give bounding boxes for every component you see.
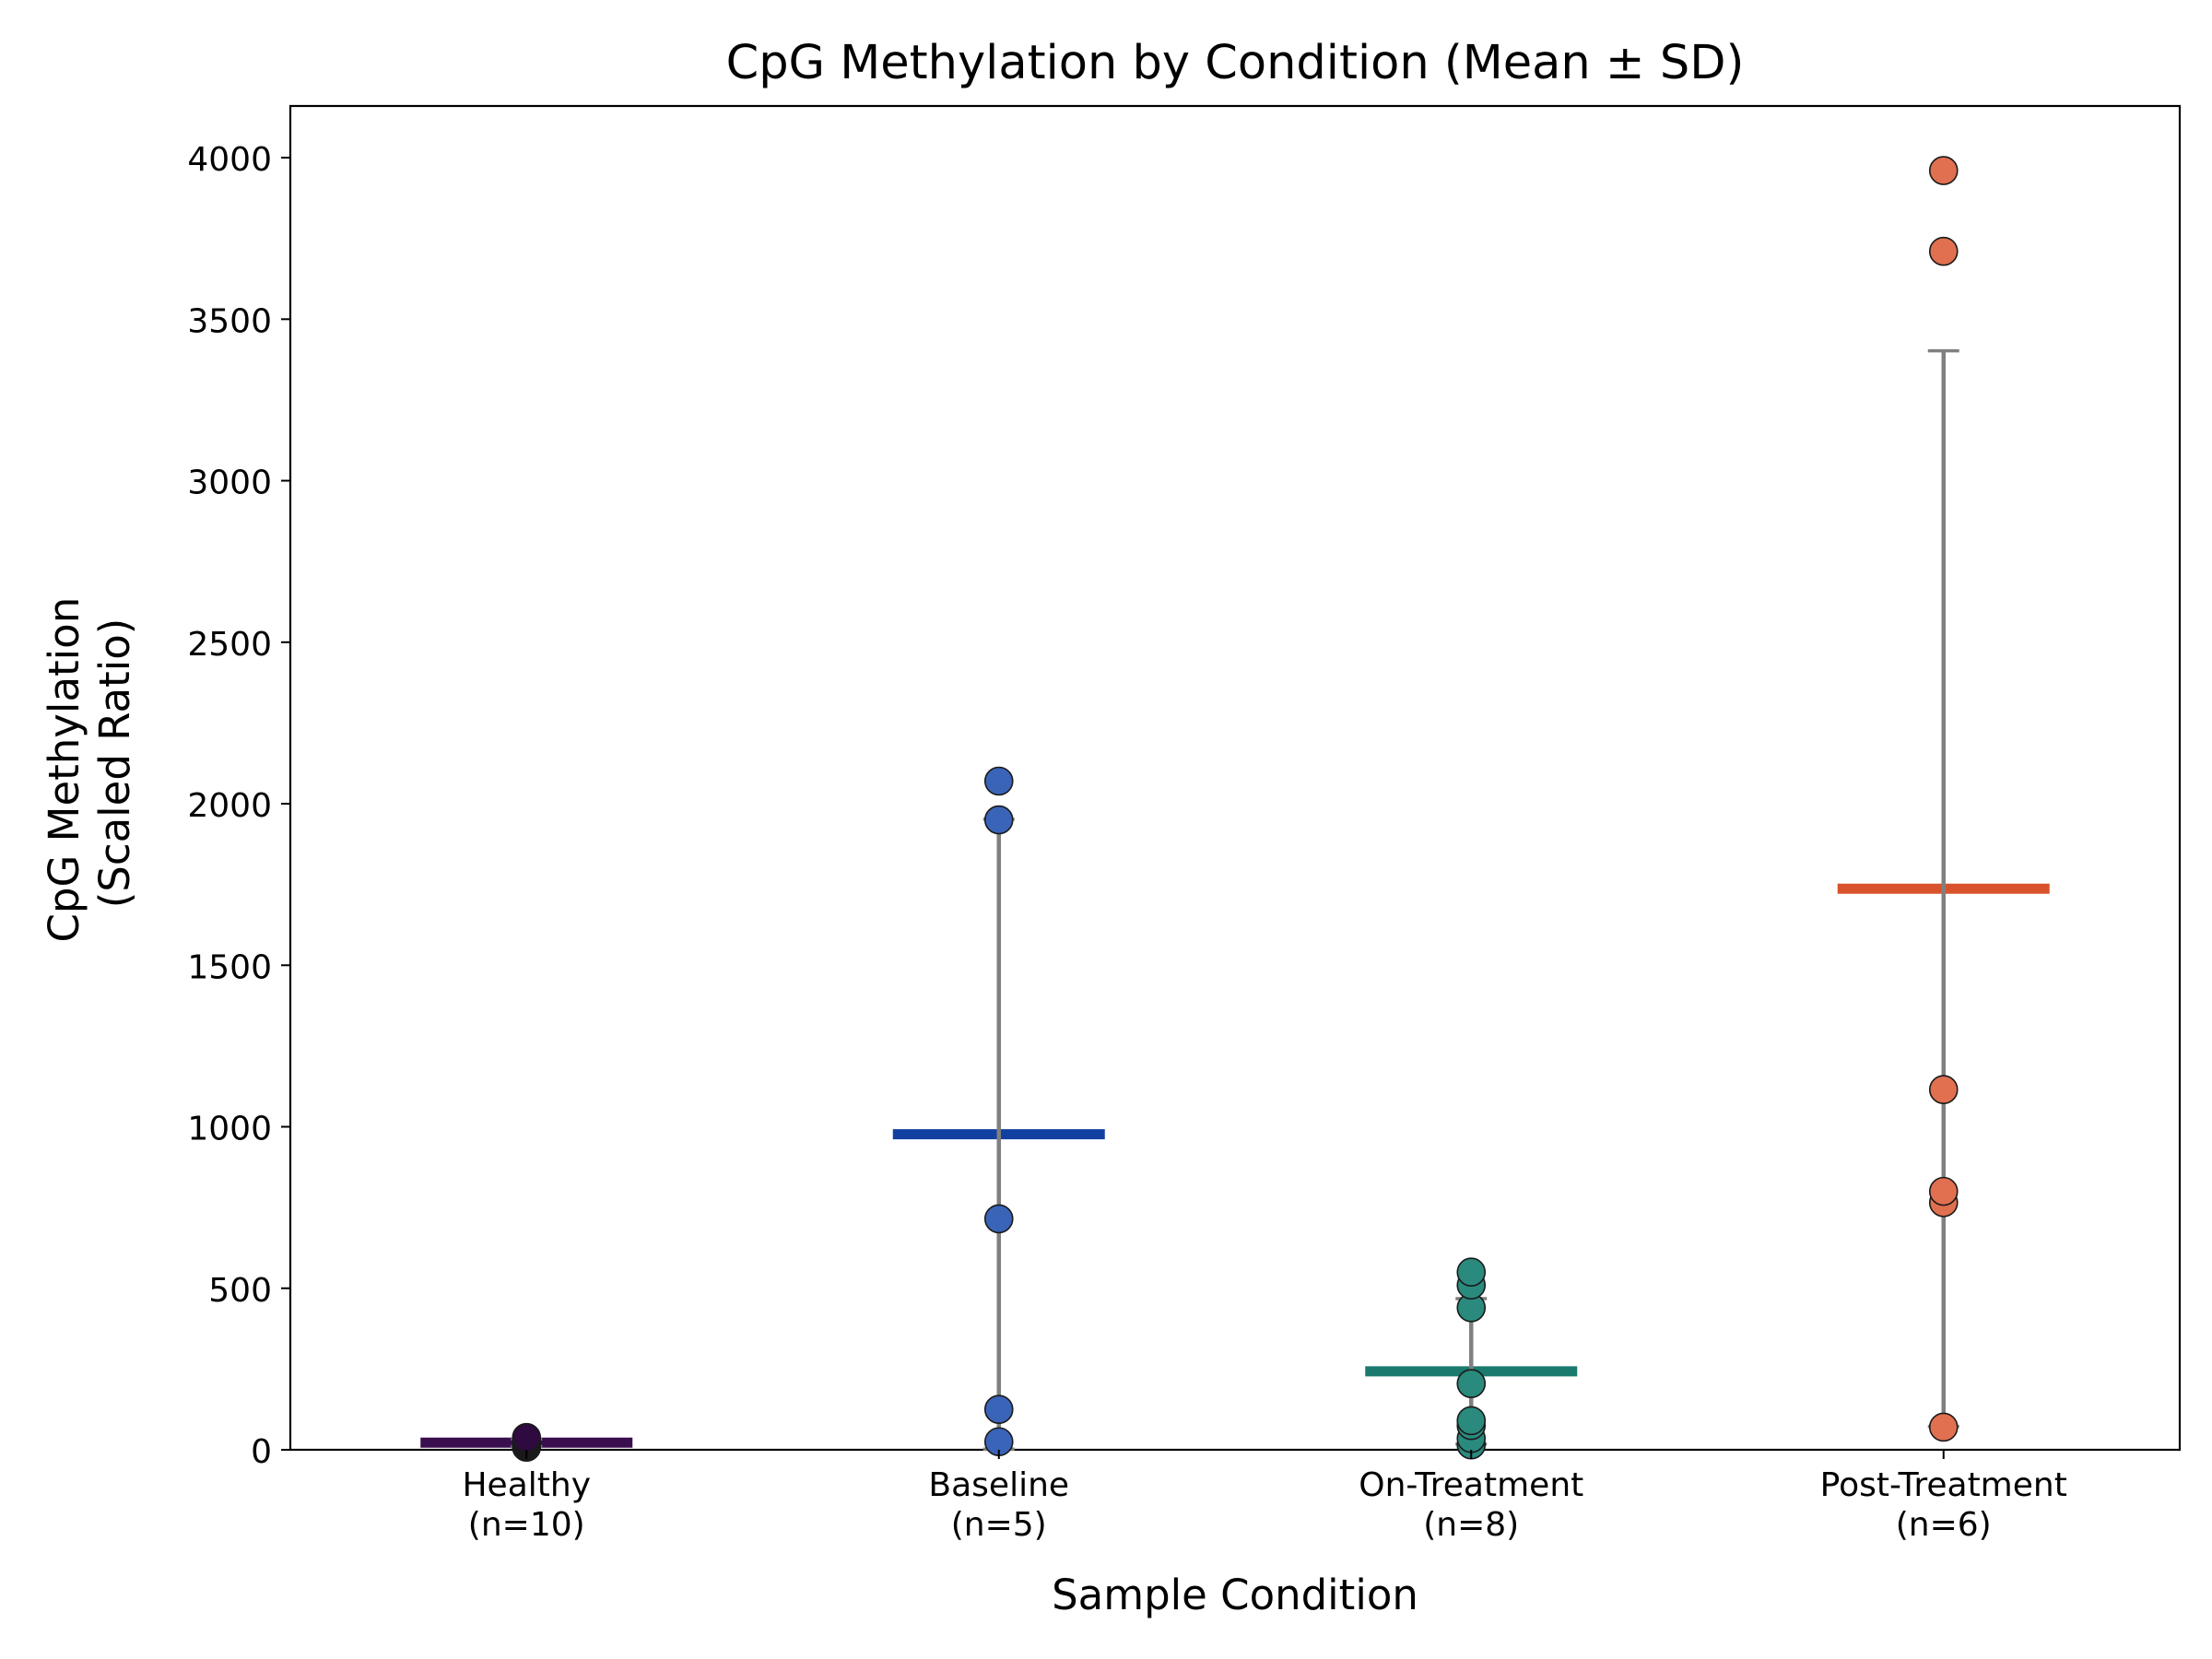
- x-tick-label-line-2: (n=10): [468, 1506, 585, 1544]
- x-tick-label-baseline: Baseline (n=5): [928, 1466, 1069, 1544]
- y-tick-label-3: 1500: [187, 948, 272, 986]
- x-axis-label: Sample Condition: [1052, 1571, 1418, 1619]
- x-tick-label-post-treatment: Post-Treatment (n=6): [1820, 1466, 2067, 1544]
- data-point-healthy-9: [512, 1422, 542, 1453]
- y-axis: 0 500 1000 1500 2000 2500 3000 3500 4000: [187, 141, 290, 1471]
- y-tick-label-0: 0: [251, 1433, 272, 1471]
- plot-frame: [288, 104, 2182, 1452]
- data-point-post-treatment-5: [1928, 156, 1959, 185]
- x-tick-label-line-1: Post-Treatment: [1820, 1466, 2067, 1504]
- data-point-post-treatment-3: [1928, 1075, 1959, 1105]
- data-point-baseline-4: [983, 766, 1014, 796]
- x-tick-label-line-2: (n=6): [1896, 1506, 1992, 1544]
- data-point-post-treatment-0: [1928, 1412, 1959, 1442]
- y-tick-label-2: 1000: [187, 1111, 272, 1148]
- x-tick-label-line-1: Healthy: [462, 1466, 591, 1504]
- y-tick-label-1: 500: [208, 1272, 272, 1310]
- x-tick-label-line-1: On-Treatment: [1359, 1466, 1583, 1504]
- y-axis-label-line-1: CpG Methylation: [40, 597, 88, 943]
- y-axis-label-line-2: (Scaled Ratio): [90, 618, 139, 909]
- x-tick-label-line-2: (n=5): [951, 1506, 1047, 1544]
- data-point-post-treatment-2: [1928, 1176, 1959, 1206]
- x-tick-label-healthy: Healthy (n=10): [462, 1466, 591, 1544]
- y-tick-label-5: 2500: [187, 626, 272, 664]
- data-point-baseline-2: [983, 1204, 1014, 1234]
- data-point-on-treatment-3: [1456, 1406, 1487, 1436]
- y-tick-label-6: 3000: [187, 465, 272, 502]
- x-tick-label-line-1: Baseline: [928, 1466, 1069, 1504]
- x-tick-label-line-2: (n=8): [1423, 1506, 1519, 1544]
- data-point-on-treatment-7: [1456, 1257, 1487, 1288]
- y-tick-label-8: 4000: [187, 141, 272, 179]
- chart-title: CpG Methylation by Condition (Mean ± SD): [726, 36, 1745, 90]
- y-tick-label-4: 2000: [187, 787, 272, 825]
- plot-area: [288, 104, 2182, 1462]
- data-point-baseline-1: [983, 1394, 1014, 1424]
- data-point-post-treatment-4: [1928, 236, 1959, 266]
- y-axis-label: CpG Methylation (Scaled Ratio): [40, 583, 139, 942]
- y-tick-label-7: 3500: [187, 302, 272, 340]
- data-point-on-treatment-4: [1456, 1369, 1487, 1398]
- data-point-baseline-3: [983, 805, 1014, 835]
- x-tick-label-on-treatment: On-Treatment (n=8): [1359, 1466, 1583, 1544]
- x-axis: Healthy (n=10)Baseline (n=5)On-Treatment (n…: [462, 1450, 2067, 1544]
